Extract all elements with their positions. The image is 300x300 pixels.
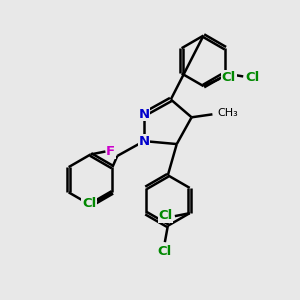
Text: CH₃: CH₃ bbox=[218, 108, 238, 118]
Text: Cl: Cl bbox=[82, 197, 96, 210]
Text: F: F bbox=[106, 145, 115, 158]
Text: N: N bbox=[139, 108, 150, 121]
Text: Cl: Cl bbox=[245, 70, 259, 83]
Text: Cl: Cl bbox=[158, 209, 172, 222]
Text: Cl: Cl bbox=[222, 71, 236, 84]
Text: N: N bbox=[139, 135, 150, 148]
Text: Cl: Cl bbox=[158, 244, 172, 258]
